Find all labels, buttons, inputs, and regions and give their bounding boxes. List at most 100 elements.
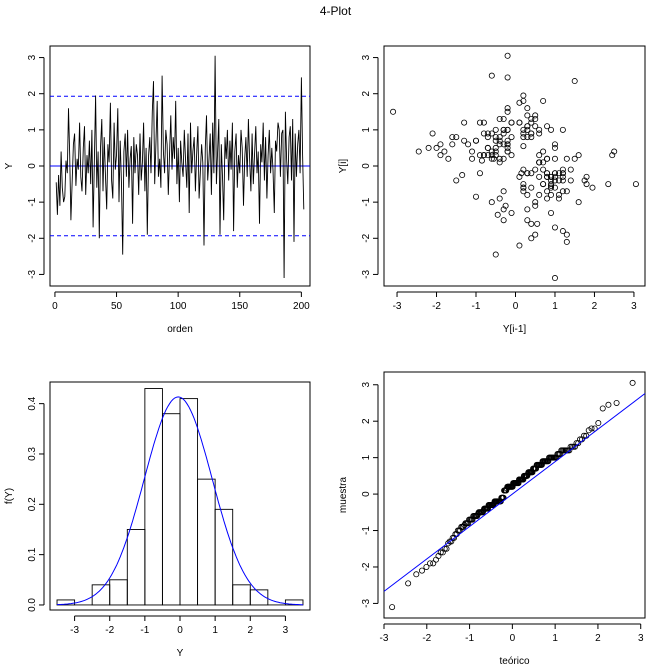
- qq-point: [577, 436, 584, 443]
- lag-point: [490, 155, 497, 162]
- lag-point: [445, 155, 452, 162]
- lag-point: [502, 202, 509, 209]
- y-axis-label-lag: Y[i]: [338, 159, 349, 174]
- histogram-bar: [249, 589, 269, 606]
- lag-point: [536, 130, 543, 137]
- qq-point: [389, 604, 396, 611]
- x-tick-label-normal-qq: -1: [465, 633, 474, 644]
- lag-point: [504, 126, 511, 133]
- x-axis-label-run-sequence: orden: [167, 324, 193, 335]
- x-tick-label-lag: 2: [592, 301, 598, 312]
- lag-point: [528, 220, 535, 227]
- x-tick-label-run-sequence: 200: [293, 301, 310, 312]
- x-tick-label-lag: -3: [393, 301, 402, 312]
- lag-point: [496, 116, 503, 123]
- y-tick-label-normal-qq: -2: [361, 562, 372, 571]
- y-tick-label-lag: 2: [361, 90, 372, 96]
- lag-point: [465, 141, 472, 148]
- x-tick-label-normal-qq: 0: [510, 633, 516, 644]
- lag-point: [504, 108, 511, 115]
- lag-point: [536, 159, 543, 166]
- y-tick-label-normal-qq: 2: [361, 418, 372, 424]
- lag-point: [559, 170, 566, 177]
- lag-point: [544, 170, 551, 177]
- qq-point: [599, 405, 606, 412]
- lag-point: [551, 275, 558, 282]
- lag-point: [484, 134, 491, 141]
- lag-point: [524, 134, 531, 141]
- y-tick-label-histogram: 0.1: [27, 547, 38, 561]
- qq-reference-line: [383, 393, 646, 592]
- lag-point: [528, 116, 535, 123]
- lag-point: [496, 141, 503, 148]
- lag-point: [496, 134, 503, 141]
- qq-point: [430, 560, 437, 567]
- histogram-bar: [284, 599, 304, 606]
- qq-point: [588, 425, 595, 432]
- lag-point: [548, 173, 555, 180]
- lag-point: [551, 141, 558, 148]
- y-tick-label-histogram: 0.3: [27, 447, 38, 461]
- y-tick-label-run-sequence: -2: [27, 233, 38, 242]
- lag-point: [500, 206, 507, 213]
- qq-point: [437, 549, 444, 556]
- lag-point: [488, 199, 495, 206]
- plot-frame-histogram: [49, 381, 311, 611]
- lag-point: [508, 134, 515, 141]
- y-axis-label-histogram: f(Y): [4, 488, 15, 504]
- lag-point: [469, 155, 476, 162]
- qq-point: [605, 401, 612, 408]
- y-tick-label-normal-qq: 3: [361, 382, 372, 388]
- lag-point: [484, 130, 491, 137]
- y-tick-label-lag: -2: [361, 233, 372, 242]
- lag-point: [492, 148, 499, 155]
- lag-point: [500, 130, 507, 137]
- lag-point: [528, 130, 535, 137]
- y-tick-label-run-sequence: 0: [27, 163, 38, 169]
- y-tick-label-normal-qq: -3: [361, 599, 372, 608]
- lag-point: [504, 52, 511, 59]
- x-tick-label-run-sequence: 150: [231, 301, 248, 312]
- lag-point: [567, 166, 574, 173]
- lag-point: [496, 155, 503, 162]
- lag-point: [524, 170, 531, 177]
- lag-point: [504, 148, 511, 155]
- y-tick-label-histogram: 0.4: [27, 396, 38, 410]
- x-tick-label-histogram: 0: [177, 625, 183, 636]
- lag-point: [500, 217, 507, 224]
- lag-point: [548, 126, 555, 133]
- y-axis-label-normal-qq: muestra: [338, 477, 349, 514]
- lag-point: [504, 74, 511, 81]
- lag-point: [524, 105, 531, 112]
- lag-point: [548, 191, 555, 198]
- qq-point: [445, 540, 452, 547]
- run-sequence-line: [55, 55, 305, 279]
- y-axis-label-run-sequence: Y: [4, 162, 15, 169]
- histogram-bar: [197, 478, 216, 606]
- figure-title: 4-Plot: [319, 4, 352, 18]
- lag-point: [488, 148, 495, 155]
- lag-point: [488, 155, 495, 162]
- y-tick-label-run-sequence: -1: [27, 197, 38, 206]
- lag-point: [589, 184, 596, 191]
- x-tick-label-lag: 3: [631, 301, 637, 312]
- lag-point: [551, 155, 558, 162]
- y-tick-label-run-sequence: 2: [27, 90, 38, 96]
- lag-point: [504, 105, 511, 112]
- histogram-bar: [56, 599, 76, 606]
- lag-point: [492, 126, 499, 133]
- x-tick-label-histogram: 2: [247, 625, 253, 636]
- qq-point: [423, 563, 430, 570]
- lag-point: [520, 184, 527, 191]
- x-tick-label-histogram: 1: [212, 625, 218, 636]
- lag-point: [484, 152, 491, 159]
- lag-point: [540, 159, 547, 166]
- lag-point: [555, 170, 562, 177]
- lag-point: [520, 92, 527, 99]
- lag-point: [532, 166, 539, 173]
- lag-point: [441, 148, 448, 155]
- lag-point: [476, 152, 483, 159]
- lag-point: [508, 152, 515, 159]
- lag-point: [544, 195, 551, 202]
- y-tick-label-histogram: 0.0: [27, 598, 38, 612]
